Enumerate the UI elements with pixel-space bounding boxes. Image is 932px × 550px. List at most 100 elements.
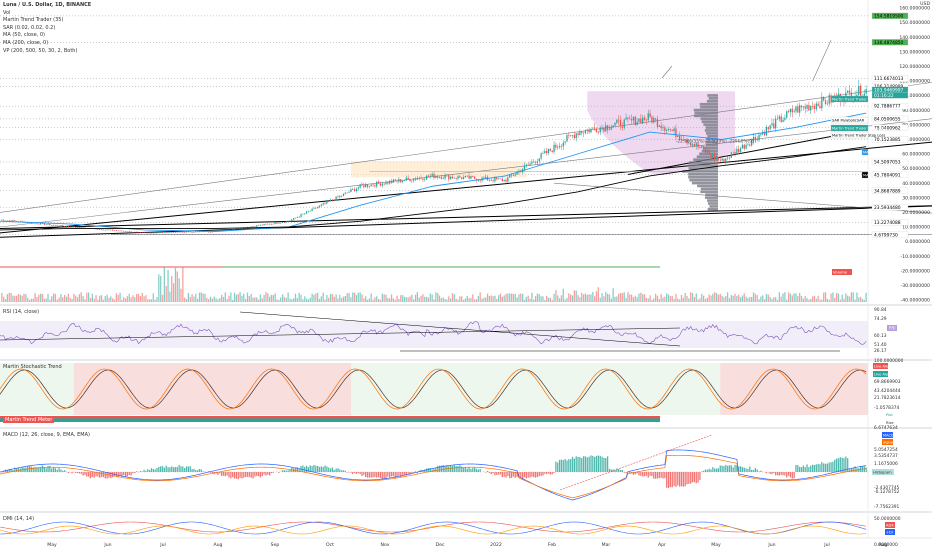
- macd-histogram-bar: [16, 468, 17, 472]
- volume-bar: [348, 293, 349, 302]
- candle-body: [500, 178, 501, 179]
- candle-body: [574, 135, 575, 138]
- indicator-sar[interactable]: SAR (0.02, 0.02, 0.2): [3, 25, 91, 33]
- volume-bar: [648, 299, 649, 302]
- candle-body: [673, 128, 674, 131]
- volume-bar: [158, 274, 159, 302]
- candle-body: [127, 232, 128, 233]
- vp-bar: [703, 123, 718, 126]
- candle-body: [284, 222, 285, 223]
- indicator-vp[interactable]: VP (200, 500, 50, 30, 2, Both): [3, 48, 91, 56]
- candle-body: [359, 184, 360, 187]
- indicator-vol[interactable]: Vol: [3, 10, 91, 18]
- volume-bar: [550, 298, 551, 302]
- candle-body: [175, 232, 176, 233]
- macd-histogram-bar: [347, 472, 348, 473]
- volume-bar: [341, 298, 342, 302]
- candle-body: [149, 233, 150, 234]
- candle-body: [793, 111, 794, 112]
- vp-bar: [700, 103, 718, 106]
- stoch-legend[interactable]: Martin Stochastic Trend: [3, 364, 62, 370]
- candle-body: [97, 229, 98, 230]
- indicator-ma200[interactable]: MA (200, close, 0): [3, 40, 91, 48]
- candle-body: [38, 224, 39, 225]
- macd-histogram-bar: [306, 466, 307, 472]
- candle-body: [337, 197, 338, 198]
- macd-histogram-bar: [302, 465, 303, 472]
- candle-body: [601, 127, 602, 128]
- macd-histogram-bar: [324, 465, 325, 472]
- macd-histogram-bar: [79, 472, 80, 473]
- series-tag-text: Martin Trend Trader Live Alert: [832, 98, 886, 102]
- macd-histogram-bar: [334, 470, 335, 472]
- volume-bar: [330, 294, 331, 302]
- meter-legend[interactable]: Martin Trend Meter: [3, 417, 54, 423]
- candle-body: [731, 153, 732, 158]
- volume-bar: [396, 296, 397, 302]
- volume-tag-text: Volume: [833, 270, 848, 275]
- candle-body: [795, 107, 796, 112]
- volume-bar: [577, 295, 578, 302]
- macd-histogram-bar: [317, 466, 318, 472]
- volume-bar: [337, 299, 338, 302]
- candle-body: [289, 221, 290, 222]
- candle-body: [775, 119, 776, 129]
- candle-body: [3, 220, 4, 221]
- candle-body: [393, 180, 394, 183]
- macd-histogram-bar: [223, 472, 224, 476]
- candle-body: [769, 125, 770, 129]
- macd-histogram-bar: [88, 472, 89, 477]
- candle-body: [581, 132, 582, 133]
- macd-histogram-bar: [339, 469, 340, 472]
- rsi-legend[interactable]: RSI (14, close): [3, 309, 39, 315]
- candle-body: [808, 105, 809, 110]
- time-tick-label: Nov: [381, 542, 390, 548]
- candle-body: [452, 177, 453, 178]
- volume-bar: [326, 295, 327, 302]
- candle-body: [433, 174, 434, 178]
- macd-histogram-bar: [371, 472, 372, 478]
- macd-histogram-bar: [382, 472, 383, 479]
- volume-bar: [588, 294, 589, 302]
- rsi-axis-label: 90.84: [874, 307, 887, 313]
- volume-bar: [838, 294, 839, 302]
- meter-tag-text: Plot: [886, 413, 893, 417]
- macd-axis-label: 5.0547254: [874, 447, 898, 453]
- indicator-ma50[interactable]: MA (50, close, 0): [3, 32, 91, 40]
- volume-bar: [555, 290, 556, 302]
- macd-histogram-bar: [721, 466, 722, 472]
- volume-bar: [553, 294, 554, 302]
- volume-bar: [51, 296, 52, 302]
- time-axis[interactable]: May Jun Jul Aug Sep Oct Nov Dec 2022 Feb Mar Apr May…: [0, 538, 932, 548]
- candle-body: [319, 206, 320, 207]
- macd-histogram-bar: [747, 469, 748, 472]
- macd-histogram-bar: [769, 472, 770, 474]
- volume-bar: [273, 295, 274, 302]
- macd-histogram-bar: [679, 472, 680, 487]
- candle-body: [718, 157, 719, 159]
- time-tick-label: Oct: [326, 542, 334, 548]
- macd-histogram-bar: [603, 458, 604, 472]
- volume-bar: [241, 296, 242, 302]
- macd-legend[interactable]: MACD (12, 26, close, 9, EMA, EMA): [3, 432, 90, 438]
- price-tick-label: 160.0000000: [899, 6, 930, 12]
- candle-body: [334, 200, 335, 201]
- macd-histogram-bar: [258, 472, 259, 476]
- macd-histogram-bar: [808, 467, 809, 472]
- volume-bar: [84, 299, 85, 302]
- volume-bar: [557, 295, 558, 302]
- indicator-mtt[interactable]: Martin Trend Trader (35): [3, 17, 91, 25]
- candle-body: [524, 166, 525, 170]
- macd-histogram-bar: [694, 472, 695, 482]
- volume-bar: [345, 296, 346, 302]
- candle-body: [461, 178, 462, 179]
- macd-histogram-bar: [716, 469, 717, 472]
- volume-bar: [747, 298, 748, 302]
- volume-bar: [624, 292, 625, 302]
- macd-histogram-bar: [640, 472, 641, 476]
- dmi-legend[interactable]: DMI (14, 14): [3, 516, 34, 522]
- macd-histogram-bar: [173, 467, 174, 472]
- volume-bar: [302, 299, 303, 302]
- macd-histogram-bar: [587, 457, 588, 472]
